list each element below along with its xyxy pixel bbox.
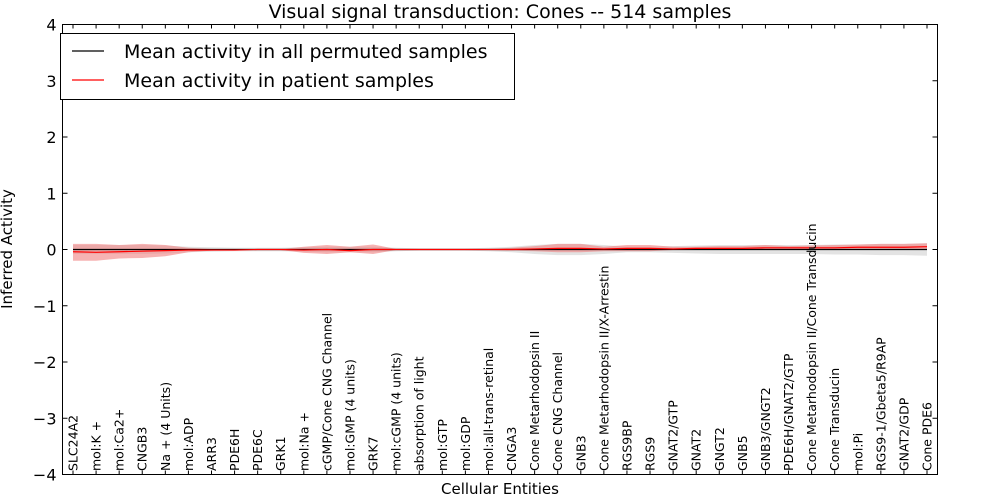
x-tick-label: CNGA3	[504, 427, 519, 471]
x-tick-label: Cone CNG Channel	[550, 352, 565, 471]
x-tick-label: Cone Metarhodopsin II/Cone Transducin	[804, 223, 819, 471]
y-axis: −4 −3 −2 −1 0 1 2 3 4	[33, 16, 938, 485]
band-patient	[73, 243, 927, 261]
x-tick-label: RGS9	[643, 437, 658, 471]
y-tick-label: −4	[33, 466, 57, 485]
y-tick-label: −2	[33, 353, 57, 372]
x-tick-label: GNB3/GNGT2	[758, 387, 773, 471]
y-tick-label: −3	[33, 409, 57, 428]
x-tick-label: mol:Pi	[850, 433, 865, 471]
y-tick-label: 3	[46, 72, 56, 91]
x-tick-label: GNAT2/GTP	[666, 400, 681, 471]
x-tick-label: SLC24A2	[66, 415, 81, 471]
x-tick-label: mol:GTP	[435, 419, 450, 471]
x-tick-label: PDE6H	[227, 429, 242, 471]
x-tick-label: Na + (4 Units)	[158, 382, 173, 471]
confidence-bands	[73, 243, 927, 261]
x-tick-label: mol:all-trans-retinal	[481, 348, 496, 471]
x-axis: SLC24A2 mol:K + mol:Ca2+ CNGB3 Na + (4 Units…	[66, 24, 935, 475]
x-tick-label: PDE6H/GNAT2/GTP	[781, 353, 796, 471]
x-tick-label: GNAT2	[689, 429, 704, 471]
x-tick-label: Cone Metarhodopsin II/X-Arrestin	[596, 266, 611, 471]
x-tick-label: Cone PDE6	[920, 402, 935, 471]
y-tick-label: 0	[46, 241, 56, 260]
x-tick-label: GNB5	[735, 435, 750, 471]
x-tick-label: mol:cGMP (4 units)	[389, 352, 404, 471]
x-tick-label: mol:Ca2+	[112, 409, 127, 471]
x-tick-label: RGS9BP	[619, 420, 634, 471]
x-tick-label: CNGB3	[135, 427, 150, 471]
y-tick-label: 2	[46, 128, 56, 147]
x-tick-label: mol:Na +	[296, 412, 311, 471]
y-axis-label: Inferred Activity	[0, 189, 16, 309]
x-tick-label: absorption of light	[412, 356, 427, 471]
x-tick-label: mol:K +	[89, 421, 104, 471]
x-tick-label: Cone Metarhodopsin II	[527, 331, 542, 471]
legend: Mean activity in all permuted samples Me…	[60, 33, 515, 100]
x-tick-label: PDE6C	[250, 429, 265, 471]
x-tick-label: mol:GDP	[458, 416, 473, 471]
x-tick-label: GNGT2	[712, 427, 727, 471]
x-tick-label: ARR3	[204, 437, 219, 471]
x-tick-label: mol:GMP (4 units)	[342, 359, 357, 471]
x-axis-label: Cellular Entities	[441, 480, 559, 498]
y-tick-label: 4	[46, 16, 56, 35]
chart-title: Visual signal transduction: Cones -- 514…	[269, 1, 732, 23]
x-tick-label: mol:ADP	[181, 417, 196, 471]
y-tick-label: 1	[46, 184, 56, 203]
x-tick-label: RGS9-1/Gbeta5/R9AP	[873, 337, 888, 471]
line-patient	[72, 246, 928, 253]
series-lines	[72, 246, 928, 253]
legend-label-patient: Mean activity in patient samples	[124, 70, 434, 92]
legend-label-permuted: Mean activity in all permuted samples	[124, 41, 487, 63]
x-tick-label: GRK7	[366, 436, 381, 471]
x-tick-label: GNAT2/GDP	[896, 397, 911, 471]
y-tick-label: −1	[33, 297, 57, 316]
legend-box	[60, 33, 515, 100]
x-tick-label: GNB3	[573, 435, 588, 471]
x-tick-label: GRK1	[273, 436, 288, 471]
x-tick-label: Cone Transducin	[827, 368, 842, 471]
x-tick-label: cGMP/Cone CNG Channel	[319, 313, 334, 471]
